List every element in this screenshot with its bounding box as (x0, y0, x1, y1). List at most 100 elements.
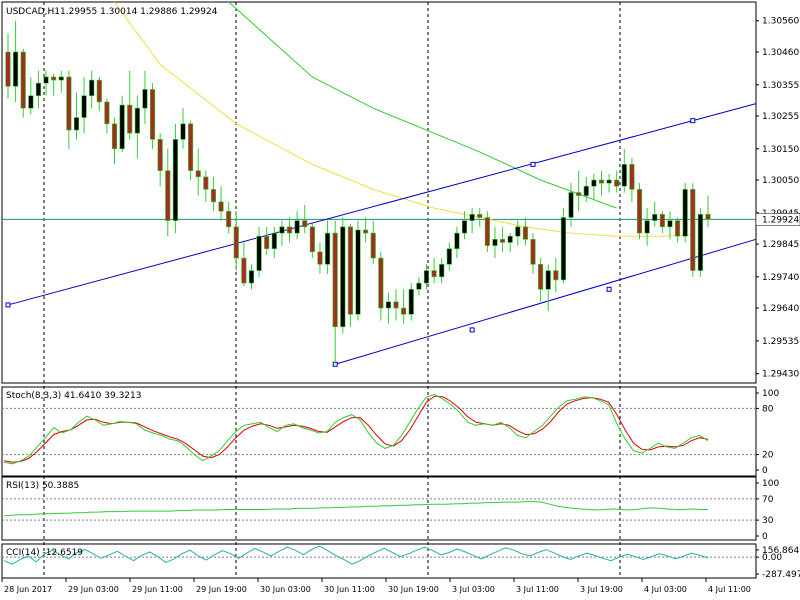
time-tick-label: 28 Jun 2017 (4, 585, 52, 594)
candle-bull (545, 270, 551, 290)
candle-bull (591, 179, 597, 187)
price-tick-label: 1.29430 (762, 370, 799, 380)
candle-bull (682, 189, 688, 237)
candle-bear (629, 164, 635, 190)
candle-bear (690, 189, 696, 271)
candle-bull (248, 270, 255, 284)
candle-bull (515, 226, 521, 237)
rsi-axis-label: 30 (762, 516, 774, 526)
channel-upper-line (7, 103, 757, 306)
candle-bear (5, 51, 11, 87)
time-tick-label: 30 Jun 03:00 (260, 585, 311, 594)
candle-bull (568, 192, 574, 218)
candle-bear (378, 257, 384, 309)
price-tick-label: 1.29740 (762, 273, 799, 283)
cci-axis-top-label: 156.8649 (762, 546, 800, 556)
rsi-panel-frame (1, 476, 757, 541)
candle-bear (538, 264, 544, 290)
candle-bull (172, 139, 178, 221)
candle-bull (644, 220, 650, 234)
stoch-axis-label: 80 (762, 404, 774, 414)
current-price-label: 1.29924 (762, 215, 799, 225)
candle-bull (583, 185, 589, 196)
candle-bear (522, 226, 528, 240)
candle-bull (81, 95, 87, 118)
ma-slow-line (228, 1, 617, 209)
candle-bull (73, 117, 80, 131)
candle-bull (446, 248, 452, 265)
candle-bull (667, 220, 673, 228)
current-price-box (755, 213, 800, 226)
candle-bear (614, 179, 620, 187)
candle-bull (142, 89, 148, 109)
candle-bull (324, 232, 331, 265)
time-tick-label: 29 Jun 11:00 (132, 585, 183, 594)
candle-bear (127, 104, 133, 134)
candle-bull (454, 232, 460, 250)
candle-bear (363, 229, 369, 234)
candle-bear (20, 51, 26, 109)
candle-bear (401, 307, 407, 315)
rsi-label: RSI(13) 50.3885 (6, 481, 79, 491)
candle-bull (256, 235, 262, 271)
time-tick-label: 3 Jul 19:00 (580, 585, 623, 594)
candle-bull (294, 220, 300, 234)
cci-axis-bottom-label: -287.4977 (762, 570, 800, 580)
candle-bull (355, 229, 361, 315)
time-tick-label: 29 Jun 03:00 (68, 585, 119, 594)
cci-line (3, 545, 709, 565)
candle-bear (659, 214, 665, 228)
candle-bear (674, 220, 681, 237)
candle-bear (286, 226, 293, 234)
candle-bear (332, 232, 338, 328)
main-panel-frame (1, 1, 757, 384)
time-tick-label: 4 Jul 03:00 (644, 585, 687, 594)
candle-bull (271, 232, 277, 250)
channel-upper-line-anchor (690, 118, 696, 124)
chart-symbol-title: USDCAD,H1 (6, 7, 60, 17)
candle-bear (66, 76, 72, 131)
rsi-axis-label: 70 (762, 495, 774, 505)
candle-bull (43, 76, 49, 84)
candle-bear (347, 226, 353, 315)
candle-bear (264, 235, 270, 250)
candle-bull (507, 235, 513, 243)
candle-bear (241, 257, 247, 284)
channel-upper-line-anchor (5, 302, 11, 308)
price-tick-label: 1.30150 (762, 145, 799, 155)
candle-bull (469, 214, 475, 221)
stoch-main-line (3, 393, 709, 465)
candle-bear (226, 210, 232, 228)
cci-label: CCI(14) -12.6519 (6, 548, 83, 558)
candle-bear (431, 270, 437, 278)
stoch-axis-label: 0 (762, 466, 768, 476)
time-tick-label: 4 Jul 11:00 (708, 585, 751, 594)
candle-bear (530, 239, 536, 265)
candle-bear (309, 226, 315, 253)
candle-bull (439, 264, 445, 278)
candle-bull (697, 214, 703, 271)
candle-bull (560, 217, 567, 281)
price-tick-label: 1.29640 (762, 304, 799, 314)
candle-bear (302, 220, 308, 228)
price-tick-label: 1.30255 (762, 112, 799, 122)
candle-bear (111, 123, 118, 150)
candle-bull (35, 82, 42, 96)
candle-bear (553, 270, 559, 281)
candle-bull (89, 79, 95, 96)
ohlc-header: 1.29955 1.30014 1.29886 1.29924 (60, 7, 218, 17)
candle-bear (210, 189, 217, 203)
price-tick-label: 1.30460 (762, 48, 799, 58)
candle-bull (461, 220, 468, 234)
candle-bear (233, 226, 239, 259)
stoch-panel-frame (1, 386, 757, 477)
candle-bear (195, 170, 201, 178)
candle-bear (499, 239, 506, 243)
time-tick-label: 3 Jul 11:00 (516, 585, 559, 594)
candle-bear (203, 176, 209, 190)
rsi-axis-label: 100 (762, 479, 779, 489)
rsi-axis-label: 0 (762, 532, 768, 542)
candle-bear (218, 201, 224, 212)
channel-lower-line (335, 238, 757, 365)
time-tick-label: 30 Jun 19:00 (388, 585, 439, 594)
